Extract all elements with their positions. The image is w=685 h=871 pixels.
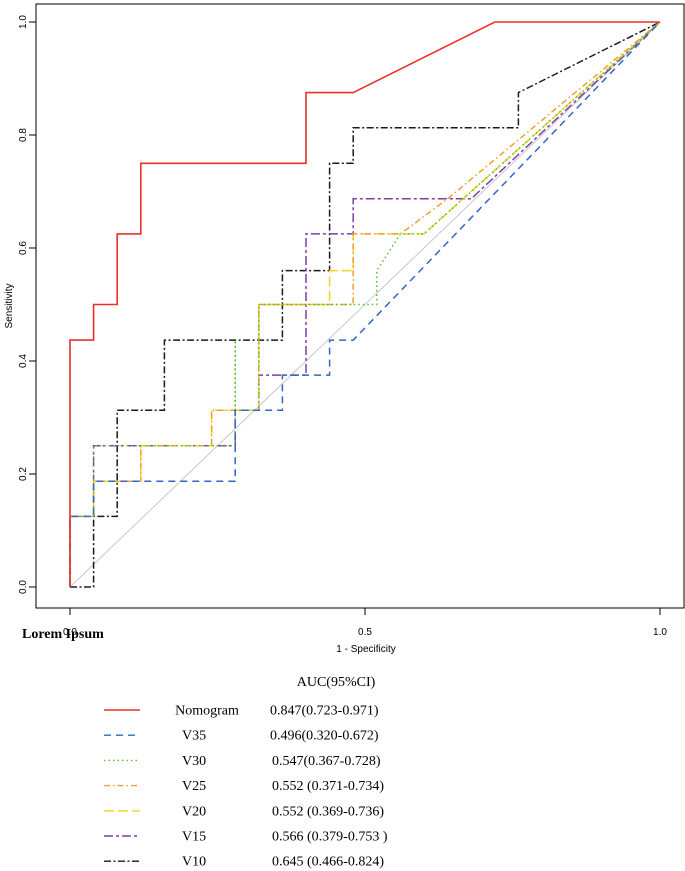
- legend-label-v35: V35: [182, 729, 206, 744]
- plot-frame: [35, 3, 685, 609]
- y-axis-title: Sensitivity: [4, 283, 15, 328]
- legend-auc-nomogram: 0.847(0.723-0.971): [270, 704, 379, 719]
- legend-label-v25: V25: [182, 779, 206, 794]
- x-tick-label: 0.0: [63, 627, 77, 638]
- legend-label-v15: V15: [182, 830, 206, 845]
- footer-label: Lorem Ipsum: [22, 627, 104, 642]
- legend-auc-v35: 0.496(0.320-0.672): [270, 729, 379, 744]
- legend-auc-v20: 0.552 (0.369-0.736): [272, 804, 384, 819]
- legend-title: AUC(95%CI): [297, 675, 376, 690]
- legend: Nomogram 0.847(0.723-0.971) V35 0.496(0.320…: [104, 704, 388, 870]
- y-tick-label: 0.6: [18, 241, 29, 255]
- reference-diagonal: [69, 21, 661, 588]
- x-axis: 0.0 0.5 1.0: [63, 607, 667, 638]
- y-tick-label: 0.4: [18, 354, 29, 368]
- legend-auc-v15: 0.566 (0.379-0.753 ): [272, 830, 388, 845]
- y-axis: 0.0 0.2 0.4 0.6 0.8 1.0: [18, 15, 37, 594]
- legend-label-v10: V10: [182, 855, 206, 870]
- legend-label-v20: V20: [182, 804, 206, 819]
- x-tick-label: 0.5: [358, 627, 372, 638]
- y-tick-label: 1.0: [18, 15, 29, 29]
- y-tick-label: 0.2: [18, 467, 29, 481]
- legend-label-nomogram: Nomogram: [175, 704, 239, 719]
- x-tick-label: 1.0: [653, 627, 667, 638]
- roc-curve-nomogram: [69, 21, 660, 587]
- legend-auc-v10: 0.645 (0.466-0.824): [272, 855, 384, 870]
- x-axis-title: 1 - Specificity: [336, 644, 395, 655]
- roc-curve-v35: [69, 21, 661, 587]
- roc-curve-v10: [70, 21, 661, 588]
- legend-auc-v30: 0.547(0.367-0.728): [272, 754, 381, 769]
- legend-auc-v25: 0.552 (0.371-0.734): [272, 779, 384, 794]
- legend-label-v30: V30: [182, 754, 206, 769]
- roc-curves: [69, 21, 661, 588]
- y-tick-label: 0.0: [18, 580, 29, 594]
- y-tick-label: 0.8: [18, 128, 29, 142]
